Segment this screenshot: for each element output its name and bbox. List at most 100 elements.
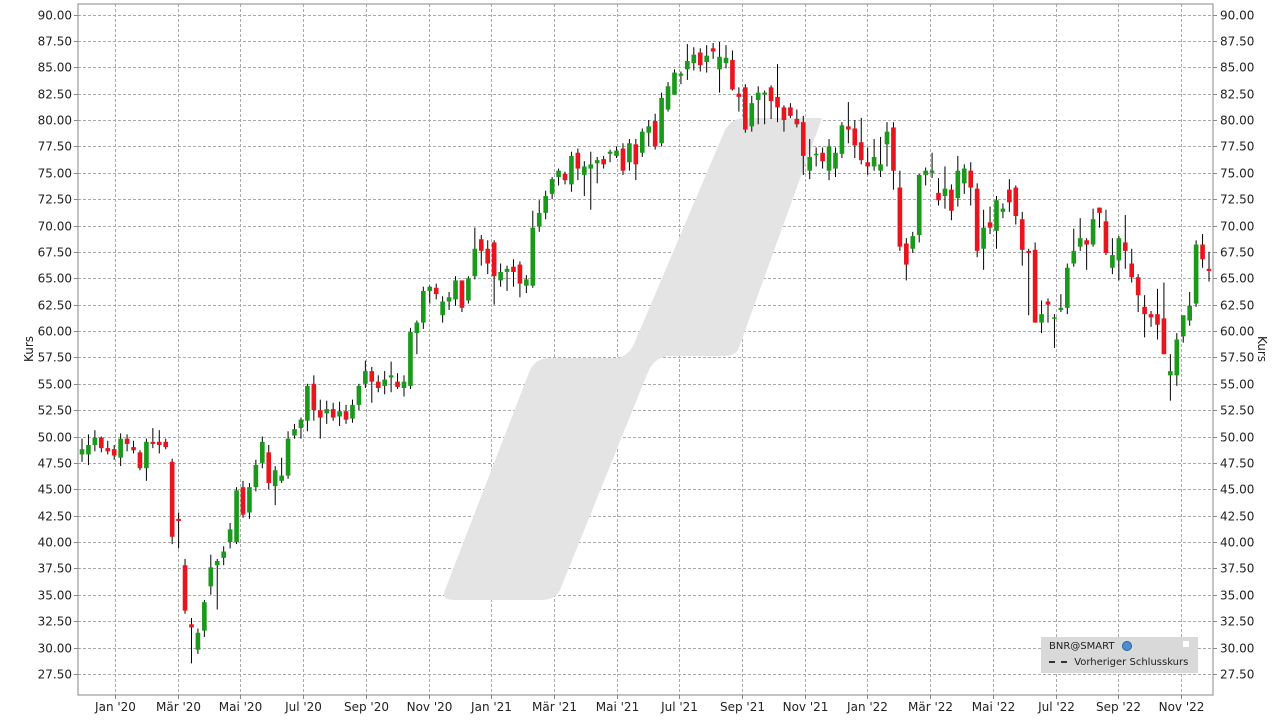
candle-body <box>614 150 619 156</box>
candle <box>189 617 194 664</box>
candle <box>800 115 806 175</box>
candle <box>1116 236 1122 281</box>
candle <box>427 285 433 304</box>
y-tick-label-right: 47.50 <box>1220 457 1254 471</box>
candle <box>839 122 845 159</box>
candle-body <box>607 151 613 154</box>
candle <box>466 276 471 304</box>
candle-body <box>575 152 581 169</box>
y-tick-label-left: 77.50 <box>38 140 72 154</box>
candle-body <box>884 131 890 145</box>
candle <box>910 231 916 253</box>
candle <box>279 457 284 483</box>
candle <box>150 428 156 449</box>
y-tick-label-left: 55.00 <box>38 378 72 392</box>
watermark-shape <box>443 118 822 600</box>
candle-body <box>466 278 471 301</box>
candle-body <box>807 156 813 171</box>
candle <box>730 50 735 91</box>
candle <box>234 487 239 545</box>
candle <box>891 122 896 190</box>
candle-body <box>755 92 761 101</box>
candle <box>285 431 291 479</box>
x-tick-label: Mär '21 <box>532 700 577 714</box>
candle-body <box>1045 301 1051 305</box>
candle <box>350 399 355 423</box>
globe-icon <box>1121 641 1132 651</box>
candle <box>652 113 658 150</box>
candle-body <box>1206 268 1212 271</box>
candle-body <box>1000 208 1006 212</box>
candle-body <box>491 242 497 277</box>
candle <box>343 404 349 424</box>
y-tick-label-right: 42.50 <box>1220 510 1254 524</box>
candle <box>1122 214 1128 269</box>
candle <box>440 296 445 323</box>
candle <box>833 147 838 178</box>
candle-body <box>1168 371 1173 376</box>
candle <box>768 85 774 119</box>
candle <box>1155 288 1160 340</box>
candle <box>453 276 458 306</box>
candle <box>594 156 600 184</box>
candle <box>1084 238 1089 270</box>
y-tick-label-left: 37.50 <box>38 562 72 576</box>
y-tick-label-left: 40.00 <box>38 536 72 550</box>
candle-body <box>858 142 864 161</box>
candle <box>974 183 980 258</box>
candle-body <box>150 441 156 444</box>
candle-body <box>330 409 336 418</box>
y-tick-label-right: 67.50 <box>1220 246 1254 260</box>
y-tick-label-right: 55.00 <box>1220 378 1254 392</box>
candle-body <box>923 170 928 175</box>
candle <box>1090 208 1096 247</box>
candle-body <box>1193 244 1199 304</box>
candle-body <box>730 59 735 90</box>
candle <box>131 440 136 454</box>
candle <box>846 102 851 144</box>
candle <box>1129 248 1135 283</box>
y-tick-label-right: 45.00 <box>1220 483 1254 497</box>
candle-body <box>311 383 317 411</box>
candle <box>562 171 568 185</box>
candle <box>517 261 523 298</box>
candle-body <box>981 227 986 249</box>
candle <box>852 120 858 159</box>
candle <box>214 558 220 610</box>
candle <box>1077 218 1083 251</box>
candles-layer <box>79 41 1212 664</box>
candle-body <box>871 156 877 167</box>
candle <box>388 361 394 393</box>
y-tick-label-right: 80.00 <box>1220 114 1254 128</box>
candle <box>781 105 787 132</box>
y-tick-label-left: 82.50 <box>38 88 72 102</box>
y-tick-label-left: 57.50 <box>38 351 72 365</box>
candle-body <box>182 565 188 611</box>
candle <box>524 275 529 294</box>
candle-body <box>942 188 948 197</box>
candle-body <box>401 381 407 389</box>
candle <box>955 155 961 207</box>
candle <box>375 375 381 393</box>
candle-body <box>240 487 246 515</box>
candle-body <box>852 128 858 146</box>
y-tick-label-left: 90.00 <box>38 9 72 23</box>
candle-body <box>672 72 677 95</box>
candle-body <box>1180 315 1186 337</box>
candle-body <box>414 322 420 334</box>
candle-body <box>324 409 330 414</box>
y-tick-label-right: 87.50 <box>1220 35 1254 49</box>
candle <box>620 143 626 175</box>
y-tick-label-right: 90.00 <box>1220 9 1254 23</box>
candle <box>923 167 928 186</box>
candle <box>762 90 767 125</box>
candle-body <box>189 624 194 628</box>
candle-body <box>556 170 561 178</box>
candle-body <box>1013 187 1019 217</box>
candle <box>981 209 986 270</box>
y-tick-label-left: 27.50 <box>38 668 72 682</box>
candle-body <box>878 164 883 171</box>
x-tick-label: Jul '20 <box>284 700 322 714</box>
candle <box>369 366 375 403</box>
